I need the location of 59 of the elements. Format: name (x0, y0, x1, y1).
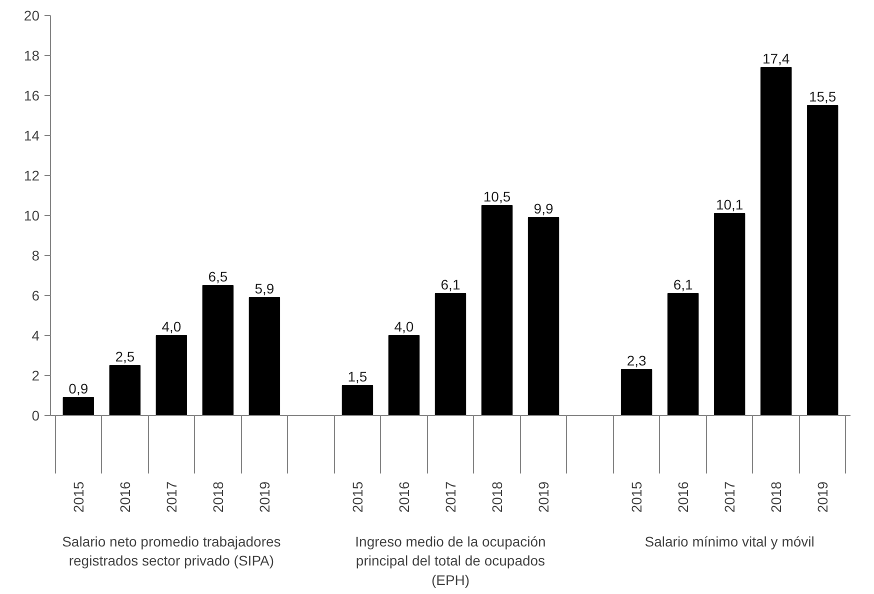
bar (528, 217, 560, 416)
text: Salario neto promedio trabajadores registrados sector privado (SIPA) (62, 534, 281, 569)
x-tick-label: 2019 (256, 481, 272, 513)
data-label: 9,9 (534, 200, 554, 216)
data-label: 4,0 (162, 318, 182, 334)
y-tick-label: 2 (32, 368, 40, 384)
x-tick-label: 2019 (814, 481, 831, 513)
x-tick-label: 2018 (489, 481, 506, 513)
bar (248, 297, 280, 416)
bar (667, 293, 699, 416)
y-tick-label: 20 (24, 8, 40, 24)
bar (806, 105, 838, 416)
y-tick-label: 12 (24, 168, 40, 184)
data-label: 1,5 (348, 368, 368, 384)
x-tick-label: 2016 (116, 481, 133, 513)
bar (388, 335, 420, 416)
x-tick-label: 2019 (536, 481, 552, 513)
bar (714, 213, 746, 416)
y-tick-label: 8 (32, 248, 40, 264)
y-tick-label: 4 (32, 328, 40, 344)
data-label: 5,9 (254, 280, 274, 296)
x-tick-label: 2015 (628, 481, 645, 513)
x-tick-label: 2017 (163, 481, 180, 513)
bar (342, 385, 374, 416)
bar (62, 397, 94, 416)
y-tick-label: 16 (24, 88, 40, 104)
text: Salario mínimo vital y móvil (644, 534, 814, 550)
data-label: 17,4 (762, 50, 790, 66)
bar (760, 67, 792, 416)
x-tick-label: 2016 (675, 481, 692, 513)
bar (202, 285, 234, 416)
y-tick-label: 18 (24, 48, 40, 64)
data-label: 2,3 (626, 352, 646, 368)
bar (620, 369, 652, 416)
bar (434, 293, 466, 416)
data-label: 4,0 (394, 318, 414, 334)
data-label: 15,5 (808, 88, 836, 104)
x-tick-label: 2017 (442, 481, 458, 513)
bar (481, 205, 513, 416)
data-label: 2,5 (115, 348, 135, 364)
bar (156, 335, 188, 416)
x-tick-label: 2016 (396, 481, 412, 513)
bar (109, 365, 141, 416)
x-tick-label: 2017 (722, 481, 738, 513)
x-tick-label: 2015 (349, 481, 366, 513)
data-label: 6,1 (673, 276, 694, 292)
y-tick-label: 0 (32, 408, 40, 424)
y-tick-label: 14 (24, 128, 40, 144)
text: Ingreso medio de la ocupación principal del total de ocupados (EPH) (355, 534, 546, 588)
x-tick-label: 2015 (70, 481, 86, 513)
data-label: 6,1 (440, 276, 460, 292)
data-label: 10,1 (716, 196, 744, 212)
y-tick-label: 10 (24, 208, 40, 224)
y-tick-label: 6 (32, 288, 40, 304)
x-tick-label: 2018 (768, 481, 784, 513)
data-label: 6,5 (208, 268, 228, 284)
x-tick-label: 2018 (210, 481, 226, 513)
data-label: 10,5 (483, 188, 511, 204)
data-label: 0,9 (68, 380, 88, 396)
